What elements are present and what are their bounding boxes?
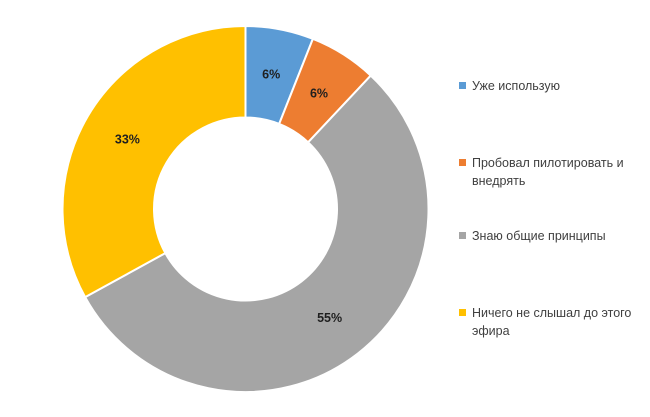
data-label-slice-2: 6% — [310, 86, 328, 100]
legend-swatch-blue-icon — [459, 82, 466, 89]
legend-item-never-heard: Ничего не слышал до этого эфира — [459, 304, 650, 340]
data-label-slice-3: 55% — [317, 311, 342, 325]
data-label-slice-4: 33% — [115, 132, 140, 146]
chart-legend: Уже использую Пробовал пилотировать и вн… — [459, 0, 649, 417]
legend-label: Ничего не слышал до этого эфира — [472, 306, 632, 338]
donut-slice-3 — [84, 74, 430, 393]
legend-swatch-yellow-icon — [459, 309, 466, 316]
legend-swatch-gray-icon — [459, 232, 466, 239]
legend-item-tried-piloting: Пробовал пилотировать и внедрять — [459, 154, 650, 190]
legend-item-know-principles: Знаю общие принципы — [459, 227, 650, 245]
legend-label: Пробовал пилотировать и внедрять — [472, 156, 624, 188]
legend-item-already-using: Уже использую — [459, 77, 650, 95]
donut-slice-4 — [61, 25, 247, 299]
legend-swatch-orange-icon — [459, 159, 466, 166]
legend-label: Знаю общие принципы — [472, 229, 606, 243]
legend-label: Уже использую — [472, 79, 561, 93]
data-label-slice-1: 6% — [262, 68, 280, 82]
